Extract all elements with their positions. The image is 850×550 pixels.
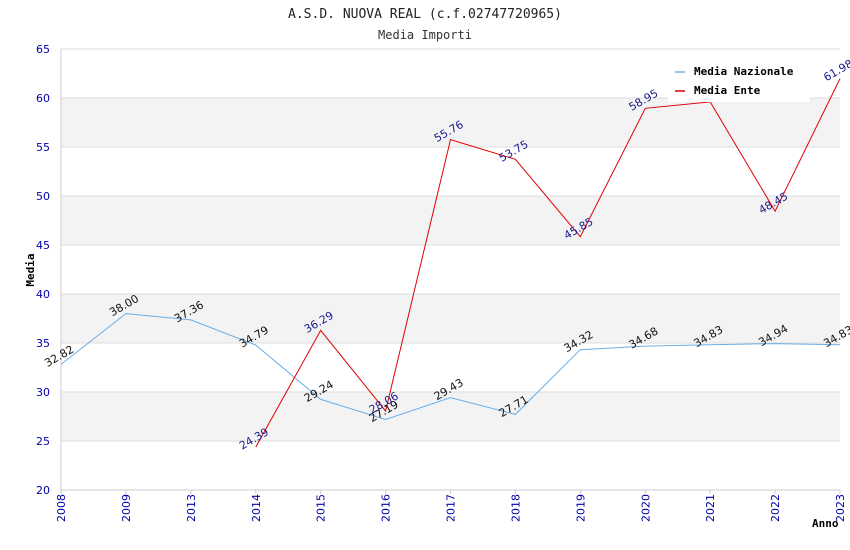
y-tick-label: 60 <box>36 92 50 105</box>
band <box>61 98 840 147</box>
x-tick-label: 2013 <box>185 494 198 522</box>
x-tick-label: 2020 <box>639 494 652 522</box>
x-tick-label: 2018 <box>509 494 522 522</box>
x-tick-label: 2008 <box>55 494 68 522</box>
series-line-media-ente <box>255 78 841 448</box>
x-tick-label: 2022 <box>769 494 782 522</box>
y-tick-label: 55 <box>36 141 50 154</box>
band <box>61 441 840 490</box>
series-lines <box>60 78 841 448</box>
y-tick-label: 30 <box>36 386 50 399</box>
band <box>61 343 840 392</box>
background-bands <box>61 49 840 490</box>
x-tick-label: 2023 <box>834 494 847 522</box>
x-tick-label: 2021 <box>704 494 717 522</box>
x-tick-label: 2016 <box>380 494 393 522</box>
x-tick-label: 2009 <box>120 494 133 522</box>
x-tick-label: 2017 <box>445 494 458 522</box>
y-tick-label: 45 <box>36 239 50 252</box>
y-tick-label: 65 <box>36 43 50 56</box>
legend-box <box>668 58 810 102</box>
band <box>61 245 840 294</box>
axes: 20 25 30 35 40 45 50 55 60 65 2008 2009 2013 2014 2015… <box>36 43 847 522</box>
y-tick-label: 25 <box>36 435 50 448</box>
series-line-media-nazionale <box>60 313 841 421</box>
x-tick-label: 2019 <box>574 494 587 522</box>
x-axis-label: Anno <box>812 517 839 530</box>
band <box>61 196 840 245</box>
legend-label: Media Ente <box>694 84 761 97</box>
y-tick-label: 50 <box>36 190 50 203</box>
band <box>61 147 840 196</box>
chart-title: A.S.D. NUOVA REAL (c.f.02747720965) <box>288 7 562 22</box>
band <box>61 392 840 441</box>
x-tick-label: 2015 <box>315 494 328 522</box>
chart-subtitle: Media Importi <box>378 28 472 42</box>
y-axis-label: Media <box>24 253 37 286</box>
legend: Media Nazionale Media Ente <box>668 58 810 102</box>
band <box>61 294 840 343</box>
legend-label: Media Nazionale <box>694 65 794 78</box>
y-tick-label: 35 <box>36 337 50 350</box>
y-tick-label: 40 <box>36 288 50 301</box>
x-tick-label: 2014 <box>250 494 263 522</box>
y-tick-label: 20 <box>36 484 50 497</box>
